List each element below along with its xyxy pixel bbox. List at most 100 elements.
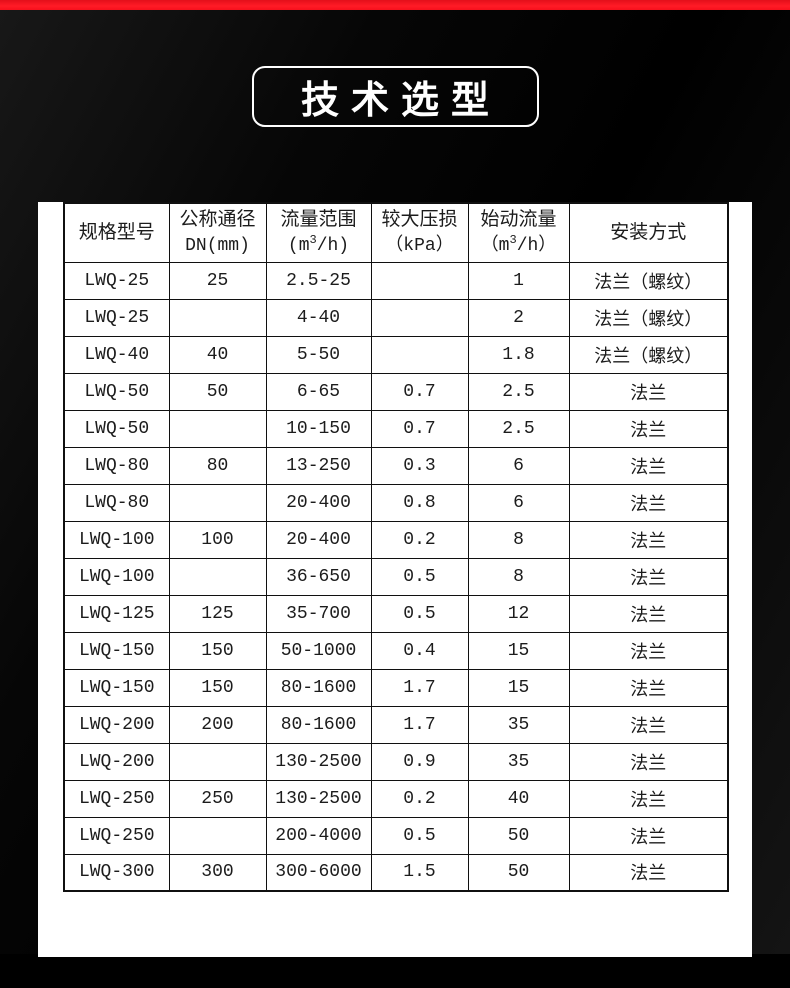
table-cell: 15 <box>467 668 570 707</box>
table-cell: 法兰 <box>568 631 729 670</box>
table-row: LWQ-100 100 20-400 0.2 8 法兰 <box>63 520 729 559</box>
table-row: LWQ-50 50 6-65 0.7 2.5 法兰 <box>63 372 729 411</box>
table-cell: 法兰 <box>568 557 729 596</box>
table-cell: 300-6000 <box>265 853 372 892</box>
table-cell: 200-4000 <box>265 816 372 855</box>
col-header-label: 规格型号 <box>78 222 155 244</box>
table-row: LWQ-25 25 2.5-25 1 法兰（螺纹） <box>63 261 729 300</box>
table-cell: 130-2500 <box>265 779 372 818</box>
table-cell: 法兰 <box>568 742 729 781</box>
table-cell: 80-1600 <box>265 705 372 744</box>
page-title: 技术选型 <box>300 80 501 122</box>
table-cell: 法兰 <box>568 668 729 707</box>
table-cell: 0.5 <box>370 816 469 855</box>
table-cell: 法兰 <box>568 705 729 744</box>
table-cell: 12 <box>467 594 570 633</box>
table-cell: 法兰 <box>568 520 729 559</box>
table-cell: 法兰 <box>568 446 729 485</box>
table-cell: 40 <box>168 335 267 374</box>
table-cell: 法兰 <box>568 409 729 448</box>
table-cell: 法兰（螺纹） <box>568 335 729 374</box>
table-row: LWQ-125 125 35-700 0.5 12 法兰 <box>63 594 729 633</box>
table-cell: 20-400 <box>265 483 372 522</box>
table-cell: LWQ-25 <box>63 298 170 337</box>
table-cell: LWQ-100 <box>63 557 170 596</box>
table-cell: LWQ-200 <box>63 742 170 781</box>
table-cell: 0.4 <box>370 631 469 670</box>
table-cell: 300 <box>168 853 267 892</box>
table-cell: 35 <box>467 705 570 744</box>
table-cell <box>168 557 267 596</box>
table-cell: LWQ-50 <box>63 372 170 411</box>
col-header-model: 规格型号 <box>63 202 170 263</box>
col-header-pressure-loss: 较大压损 （kPa） <box>370 202 469 263</box>
table-cell: 15 <box>467 631 570 670</box>
table-row: LWQ-80 20-400 0.8 6 法兰 <box>63 483 729 522</box>
table-cell: 35-700 <box>265 594 372 633</box>
table-row: LWQ-50 10-150 0.7 2.5 法兰 <box>63 409 729 448</box>
table-cell: 8 <box>467 520 570 559</box>
table-cell: 25 <box>168 261 267 300</box>
table-cell: 法兰（螺纹） <box>568 298 729 337</box>
table-cell: 150 <box>168 668 267 707</box>
table-cell: 法兰 <box>568 372 729 411</box>
table-cell <box>370 261 469 300</box>
table-row: LWQ-80 80 13-250 0.3 6 法兰 <box>63 446 729 485</box>
table-cell: 50 <box>168 372 267 411</box>
bottom-spacer <box>0 957 790 988</box>
col-header-unit: DN(mm) <box>185 235 250 256</box>
table-cell <box>168 816 267 855</box>
table-row: LWQ-250 200-4000 0.5 50 法兰 <box>63 816 729 855</box>
table-cell: 4-40 <box>265 298 372 337</box>
table-cell: 1.5 <box>370 853 469 892</box>
table-cell: LWQ-80 <box>63 446 170 485</box>
table-cell: 20-400 <box>265 520 372 559</box>
table-row: LWQ-40 40 5-50 1.8 法兰（螺纹） <box>63 335 729 374</box>
table-cell: 法兰 <box>568 779 729 818</box>
table-cell: LWQ-300 <box>63 853 170 892</box>
table-cell: LWQ-125 <box>63 594 170 633</box>
col-header-label: 流量范围 <box>280 208 357 230</box>
table-cell: 1.7 <box>370 705 469 744</box>
table-cell: 35 <box>467 742 570 781</box>
table-cell: LWQ-40 <box>63 335 170 374</box>
table-cell: 0.2 <box>370 779 469 818</box>
table-row: LWQ-150 150 50-1000 0.4 15 法兰 <box>63 631 729 670</box>
table-cell: 2.5 <box>467 409 570 448</box>
table-cell: 50 <box>467 853 570 892</box>
table-cell: 80-1600 <box>265 668 372 707</box>
table-cell: 法兰（螺纹） <box>568 261 729 300</box>
table-cell: 2.5-25 <box>265 261 372 300</box>
table-cell: 2.5 <box>467 372 570 411</box>
table-cell: 0.9 <box>370 742 469 781</box>
table-cell: 1.8 <box>467 335 570 374</box>
spec-panel: 规格型号 公称通径 DN(mm) 流量范围 (m3/h) 较大压损 （kPa） <box>38 202 752 957</box>
col-header-start-flow: 始动流量 （m3/h） <box>467 202 570 263</box>
table-cell <box>370 335 469 374</box>
table-cell: 40 <box>467 779 570 818</box>
header-section: 技术选型 <box>0 10 790 168</box>
col-header-diameter: 公称通径 DN(mm) <box>168 202 267 263</box>
table-cell: 36-650 <box>265 557 372 596</box>
table-row: LWQ-200 130-2500 0.9 35 法兰 <box>63 742 729 781</box>
table-row: LWQ-300 300 300-6000 1.5 50 法兰 <box>63 853 729 892</box>
table-cell <box>168 483 267 522</box>
table-cell: 法兰 <box>568 594 729 633</box>
table-cell: 0.7 <box>370 409 469 448</box>
table-cell: 6 <box>467 446 570 485</box>
table-cell: 10-150 <box>265 409 372 448</box>
col-header-label: 安装方式 <box>610 222 687 244</box>
table-cell: LWQ-150 <box>63 631 170 670</box>
table-cell: 0.2 <box>370 520 469 559</box>
table-cell: 法兰 <box>568 853 729 892</box>
table-cell: LWQ-150 <box>63 668 170 707</box>
table-cell: LWQ-80 <box>63 483 170 522</box>
table-cell: LWQ-50 <box>63 409 170 448</box>
table-cell: 6 <box>467 483 570 522</box>
table-cell: 80 <box>168 446 267 485</box>
table-cell: 125 <box>168 594 267 633</box>
table-cell: 0.5 <box>370 557 469 596</box>
col-header-installation: 安装方式 <box>568 202 729 263</box>
table-row: LWQ-100 36-650 0.5 8 法兰 <box>63 557 729 596</box>
table-cell <box>168 298 267 337</box>
